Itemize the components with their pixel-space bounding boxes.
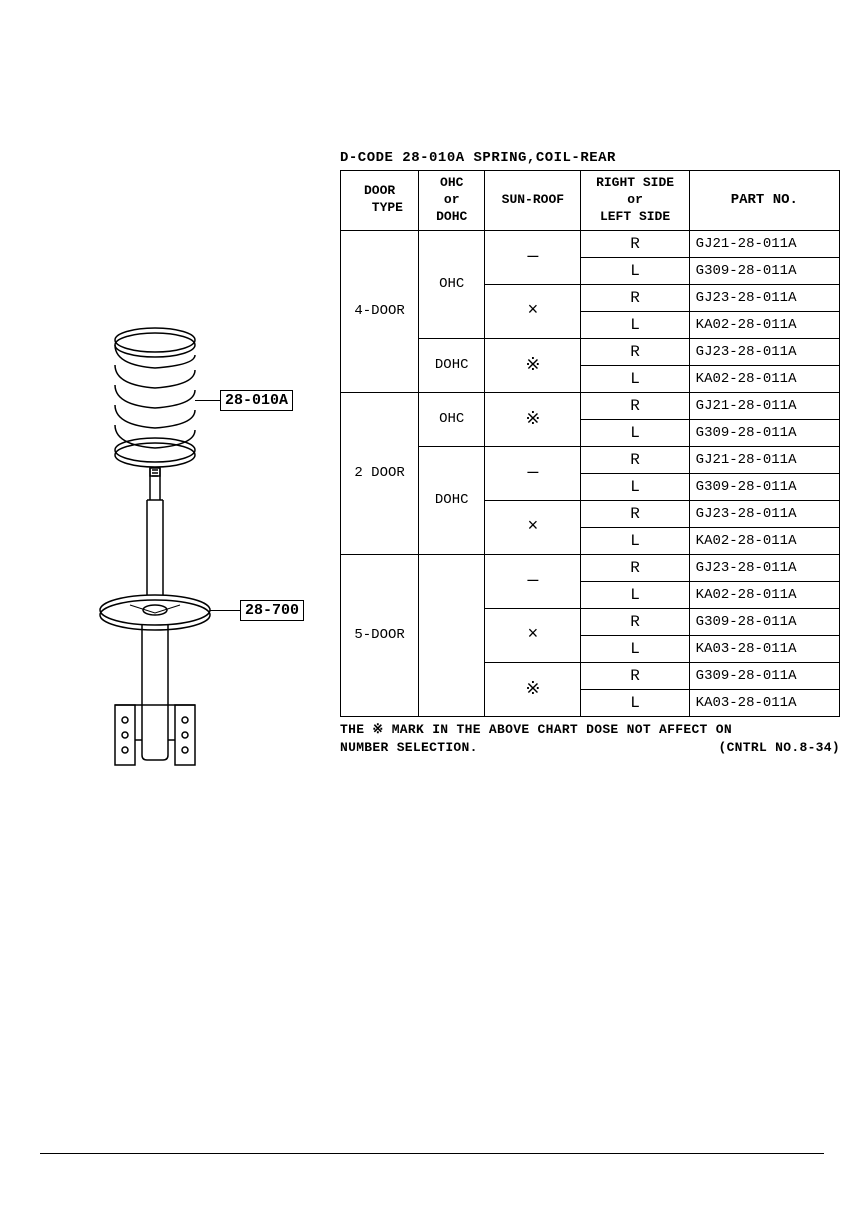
footnote: THE ※ MARK IN THE ABOVE CHART DOSE NOT A… <box>340 721 840 757</box>
cell-sunroof: ※ <box>485 662 581 716</box>
header-ohc: OHCorDOHC <box>419 171 485 231</box>
page-footer-line <box>40 1153 824 1154</box>
cell-sunroof: × <box>485 608 581 662</box>
exploded-diagram: 28-010A 28-700 <box>60 310 320 830</box>
cell-part-no: KA02-28-011A <box>689 311 839 338</box>
callout-seat: 28-700 <box>240 600 304 621</box>
cell-part-no: G309-28-011A <box>689 608 839 635</box>
cell-sunroof: × <box>485 284 581 338</box>
table-header-row: DOOR TYPE OHCorDOHC SUN-ROOF RIGHT SIDEo… <box>341 171 840 231</box>
cell-side: L <box>581 689 689 716</box>
cell-part-no: KA02-28-011A <box>689 365 839 392</box>
cell-side: R <box>581 392 689 419</box>
footnote-left: THE ※ MARK IN THE ABOVE CHART DOSE NOT A… <box>340 722 732 755</box>
cell-sunroof: ※ <box>485 392 581 446</box>
parts-table-section: D-CODE 28-010A SPRING,COIL-REAR DOOR TYP… <box>340 150 840 757</box>
cell-ohc <box>419 554 485 716</box>
cell-part-no: GJ21-28-011A <box>689 392 839 419</box>
footnote-right: (CNTRL NO.8-34) <box>718 739 840 757</box>
cell-part-no: KA03-28-011A <box>689 635 839 662</box>
cell-side: L <box>581 473 689 500</box>
cell-ohc: DOHC <box>419 338 485 392</box>
cell-sunroof: — <box>485 230 581 284</box>
cell-ohc: OHC <box>419 230 485 338</box>
cell-side: L <box>581 257 689 284</box>
cell-side: L <box>581 581 689 608</box>
cell-part-no: GJ21-28-011A <box>689 446 839 473</box>
cell-part-no: KA02-28-011A <box>689 581 839 608</box>
cell-sunroof: ※ <box>485 338 581 392</box>
cell-side: R <box>581 284 689 311</box>
cell-part-no: GJ23-28-011A <box>689 554 839 581</box>
cell-part-no: G309-28-011A <box>689 473 839 500</box>
table-row: 5-DOOR—RGJ23-28-011A <box>341 554 840 581</box>
callout-spring: 28-010A <box>220 390 293 411</box>
cell-side: R <box>581 230 689 257</box>
cell-part-no: GJ23-28-011A <box>689 338 839 365</box>
cell-side: R <box>581 608 689 635</box>
shock-absorber-svg <box>60 310 320 830</box>
cell-part-no: GJ23-28-011A <box>689 284 839 311</box>
cell-part-no: G309-28-011A <box>689 662 839 689</box>
cell-side: R <box>581 338 689 365</box>
parts-table: DOOR TYPE OHCorDOHC SUN-ROOF RIGHT SIDEo… <box>340 170 840 717</box>
cell-part-no: G309-28-011A <box>689 419 839 446</box>
cell-part-no: G309-28-011A <box>689 257 839 284</box>
table-row: 2 DOOROHC※RGJ21-28-011A <box>341 392 840 419</box>
table-row: 4-DOOROHC—RGJ21-28-011A <box>341 230 840 257</box>
callout-line <box>210 610 240 611</box>
cell-side: L <box>581 635 689 662</box>
cell-ohc: OHC <box>419 392 485 446</box>
cell-door-type: 4-DOOR <box>341 230 419 392</box>
cell-side: L <box>581 419 689 446</box>
cell-sunroof: — <box>485 446 581 500</box>
cell-part-no: KA02-28-011A <box>689 527 839 554</box>
cell-side: L <box>581 311 689 338</box>
cell-side: R <box>581 446 689 473</box>
table-title: D-CODE 28-010A SPRING,COIL-REAR <box>340 150 840 166</box>
cell-side: R <box>581 662 689 689</box>
cell-ohc: DOHC <box>419 446 485 554</box>
header-part-no: PART NO. <box>689 171 839 231</box>
cell-side: R <box>581 554 689 581</box>
cell-door-type: 5-DOOR <box>341 554 419 716</box>
header-side: RIGHT SIDEorLEFT SIDE <box>581 171 689 231</box>
cell-door-type: 2 DOOR <box>341 392 419 554</box>
header-door-type: DOOR TYPE <box>341 171 419 231</box>
cell-part-no: KA03-28-011A <box>689 689 839 716</box>
header-sunroof: SUN-ROOF <box>485 171 581 231</box>
cell-sunroof: × <box>485 500 581 554</box>
callout-line <box>195 400 220 401</box>
cell-side: L <box>581 527 689 554</box>
cell-sunroof: — <box>485 554 581 608</box>
cell-side: R <box>581 500 689 527</box>
cell-side: L <box>581 365 689 392</box>
cell-part-no: GJ21-28-011A <box>689 230 839 257</box>
cell-part-no: GJ23-28-011A <box>689 500 839 527</box>
